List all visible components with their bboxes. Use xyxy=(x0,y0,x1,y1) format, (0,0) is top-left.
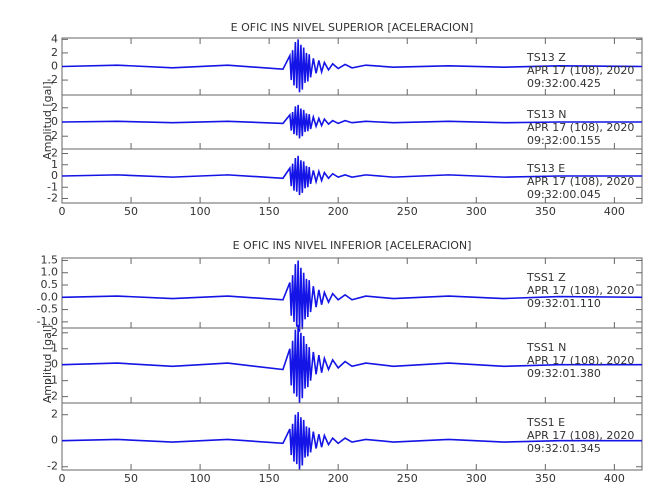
y-tick-label: -2 xyxy=(47,460,58,473)
trace-label: APR 17 (108), 2020 xyxy=(527,284,634,297)
trace-label: APR 17 (108), 2020 xyxy=(527,429,634,442)
trace-label: 09:32:01.380 xyxy=(527,367,601,380)
trace-label: APR 17 (108), 2020 xyxy=(527,175,634,188)
waveform xyxy=(61,260,643,332)
y-tick-label: 0 xyxy=(51,115,58,128)
y-tick-label: 1.5 xyxy=(41,253,59,266)
y-tick-label: 2 xyxy=(51,147,58,160)
y-tick-label: 2 xyxy=(51,46,58,59)
x-tick-label: 0 xyxy=(59,205,66,218)
waveform xyxy=(61,104,642,139)
waveform xyxy=(61,39,643,93)
y-tick-label: 4 xyxy=(51,32,58,45)
x-tick-label: 200 xyxy=(328,472,349,485)
y-tick-label: 0 xyxy=(51,358,58,371)
y-tick-label: 1 xyxy=(51,342,58,355)
y-tick-label: 0 xyxy=(51,434,58,447)
trace-label: TSS1 E xyxy=(526,416,565,429)
x-tick-label: 50 xyxy=(124,205,138,218)
waveform xyxy=(61,324,642,404)
trace-label: TS13 E xyxy=(526,162,565,175)
trace-label: 09:32:01.110 xyxy=(527,297,601,310)
waveform xyxy=(61,412,642,470)
y-tick-label: -2 xyxy=(47,192,58,205)
y-tick-label: -2 xyxy=(47,129,58,142)
y-tick-label: -1 xyxy=(47,374,58,387)
waveform xyxy=(61,155,642,196)
x-tick-label: 300 xyxy=(466,472,487,485)
y-tick-label: 0.5 xyxy=(41,278,59,291)
y-tick-label: -0.5 xyxy=(37,303,58,316)
trace-label: TS13 Z xyxy=(526,51,566,64)
y-tick-label: 2 xyxy=(51,408,58,421)
y-tick-label: 0 xyxy=(51,60,58,73)
y-tick-label: 2 xyxy=(51,101,58,114)
x-tick-label: 400 xyxy=(604,472,625,485)
trace-label: 09:32:00.155 xyxy=(527,134,601,147)
x-tick-label: 150 xyxy=(259,205,280,218)
y-axis-label: Amplitud [gal] xyxy=(41,81,54,159)
trace-label: TSS1 Z xyxy=(526,271,566,284)
y-tick-label: -2 xyxy=(47,73,58,86)
chart-title: E OFIC INS NIVEL INFERIOR [ACELERACION] xyxy=(233,239,472,252)
trace-label: 09:32:01.345 xyxy=(527,442,601,455)
x-tick-label: 300 xyxy=(466,205,487,218)
x-tick-label: 50 xyxy=(124,472,138,485)
y-tick-label: -1 xyxy=(47,180,58,193)
y-tick-label: 0.0 xyxy=(41,290,59,303)
y-tick-label: 2 xyxy=(51,326,58,339)
x-tick-label: 150 xyxy=(259,472,280,485)
trace-label: APR 17 (108), 2020 xyxy=(527,354,634,367)
chart-title: E OFIC INS NIVEL SUPERIOR [ACELERACION] xyxy=(231,21,474,34)
x-tick-label: 200 xyxy=(328,205,349,218)
trace-label: TSS1 N xyxy=(526,341,566,354)
trace-label: 09:32:00.045 xyxy=(527,188,601,201)
x-tick-label: 0 xyxy=(59,472,66,485)
x-tick-label: 350 xyxy=(535,205,556,218)
x-tick-label: 400 xyxy=(604,205,625,218)
x-tick-label: 350 xyxy=(535,472,556,485)
x-tick-label: 250 xyxy=(397,205,418,218)
trace-label: APR 17 (108), 2020 xyxy=(527,121,634,134)
trace-label: 09:32:00.425 xyxy=(527,77,601,90)
x-tick-label: 100 xyxy=(190,472,211,485)
x-tick-label: 250 xyxy=(397,472,418,485)
panel-frame xyxy=(61,402,643,471)
y-tick-label: 1 xyxy=(51,158,58,171)
x-tick-label: 100 xyxy=(190,205,211,218)
y-tick-label: 0 xyxy=(51,169,58,182)
y-tick-label: -1.0 xyxy=(37,315,58,328)
trace-label: TS13 N xyxy=(526,108,566,121)
y-tick-label: -2 xyxy=(47,390,58,403)
trace-label: APR 17 (108), 2020 xyxy=(527,64,634,77)
y-tick-label: 1.0 xyxy=(41,266,59,279)
y-axis-label: Amplitud [gal] xyxy=(41,325,54,403)
